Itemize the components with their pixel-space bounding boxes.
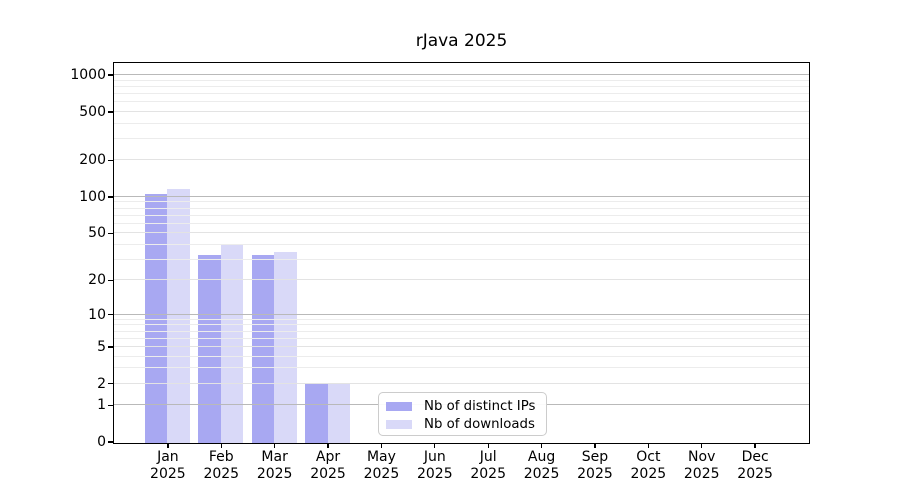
minor-gridline-80: [114, 207, 809, 209]
y-tick-1: [108, 404, 113, 406]
y-tick-label-1: 1: [97, 397, 106, 414]
gridline-5: [114, 345, 809, 347]
x-tick-label-jul: Jul 2025: [470, 449, 506, 482]
y-tick-2: [108, 383, 113, 385]
x-tick-apr: [327, 443, 329, 448]
minor-gridline-800: [114, 85, 809, 87]
x-tick-label-dec: Dec 2025: [737, 449, 773, 482]
y-tick-1000: [108, 74, 113, 76]
bar-feb-downloads: [220, 243, 244, 443]
minor-gridline-9: [114, 318, 809, 320]
minor-gridline-3: [114, 367, 809, 369]
minor-gridline-30: [114, 258, 809, 260]
minor-gridline-300: [114, 137, 809, 139]
y-tick-20: [108, 279, 113, 281]
x-tick-feb: [220, 443, 222, 448]
x-tick-label-oct: Oct 2025: [630, 449, 667, 482]
x-tick-label-may: May 2025: [363, 449, 400, 482]
x-tick-label-nov: Nov 2025: [683, 449, 720, 482]
y-tick-label-10: 10: [88, 306, 106, 323]
bar-feb-distinct-ips: [198, 255, 221, 443]
gridline-500: [114, 110, 809, 112]
y-tick-label-5: 5: [97, 338, 106, 355]
legend-item-distinct-ips: Nb of distinct IPs: [386, 397, 546, 415]
y-tick-100: [108, 196, 113, 198]
x-tick-dec: [754, 443, 756, 448]
y-tick-label-200: 200: [79, 152, 106, 169]
gridline-1000: [114, 74, 809, 76]
legend: Nb of distinct IPs Nb of downloads: [378, 392, 547, 436]
legend-label-downloads: Nb of downloads: [424, 416, 535, 432]
gridline-200: [114, 159, 809, 161]
x-tick-label-sep: Sep 2025: [577, 449, 613, 482]
bar-apr-distinct-ips: [305, 384, 328, 443]
y-tick-0: [108, 441, 113, 443]
x-tick-oct: [647, 443, 649, 448]
x-tick-label-jan: Jan 2025: [150, 449, 186, 482]
x-tick-jan: [167, 443, 169, 448]
bar-mar-downloads: [274, 252, 297, 443]
minor-gridline-7: [114, 330, 809, 332]
gridline-10: [114, 313, 809, 315]
y-tick-label-500: 500: [79, 103, 106, 120]
minor-gridline-400: [114, 122, 809, 124]
legend-label-distinct-ips: Nb of distinct IPs: [424, 398, 536, 414]
x-tick-mar: [274, 443, 276, 448]
minor-gridline-90: [114, 201, 809, 203]
y-tick-label-20: 20: [88, 272, 106, 289]
x-tick-may: [380, 443, 383, 448]
x-tick-jul: [487, 443, 489, 448]
x-tick-aug: [540, 443, 543, 448]
y-tick-label-1000: 1000: [70, 67, 106, 84]
y-tick-5: [108, 346, 113, 348]
minor-gridline-900: [114, 79, 809, 81]
gridline-50: [114, 232, 809, 234]
x-tick-label-aug: Aug 2025: [523, 449, 560, 482]
gridline-100: [114, 195, 809, 197]
legend-swatch-downloads: [386, 419, 412, 429]
y-tick-200: [108, 159, 113, 162]
bar-apr-downloads: [327, 384, 351, 443]
x-tick-label-mar: Mar 2025: [256, 449, 293, 482]
minor-gridline-6: [114, 337, 809, 339]
x-tick-sep: [594, 443, 596, 448]
y-tick-50: [108, 232, 113, 234]
legend-item-downloads: Nb of downloads: [386, 415, 546, 433]
minor-gridline-4: [114, 355, 809, 357]
plot-area: [113, 61, 810, 444]
y-tick-label-100: 100: [79, 188, 106, 205]
minor-gridline-700: [114, 92, 809, 94]
y-tick-10: [108, 314, 113, 316]
x-tick-jun: [434, 443, 436, 448]
gridline-20: [114, 279, 809, 281]
bar-jan-downloads: [167, 189, 190, 443]
x-tick-label-jun: Jun 2025: [416, 449, 453, 482]
y-tick-label-50: 50: [88, 225, 106, 242]
y-tick-label-0: 0: [97, 434, 106, 450]
minor-gridline-60: [114, 222, 809, 224]
y-tick-label-2: 2: [97, 375, 106, 392]
minor-gridline-70: [114, 214, 809, 216]
x-tick-nov: [701, 443, 703, 448]
minor-gridline-600: [114, 101, 809, 103]
minor-gridline-8: [114, 324, 809, 326]
x-tick-label-feb: Feb 2025: [203, 449, 240, 482]
x-tick-label-apr: Apr 2025: [310, 449, 346, 482]
minor-gridline-40: [114, 243, 809, 245]
bar-mar-distinct-ips: [251, 255, 275, 443]
y-tick-500: [108, 111, 113, 113]
bar-jan-distinct-ips: [144, 193, 168, 443]
legend-swatch-distinct-ips: [386, 401, 412, 411]
chart-title: rJava 2025: [415, 31, 508, 51]
gridline-2: [114, 382, 809, 384]
